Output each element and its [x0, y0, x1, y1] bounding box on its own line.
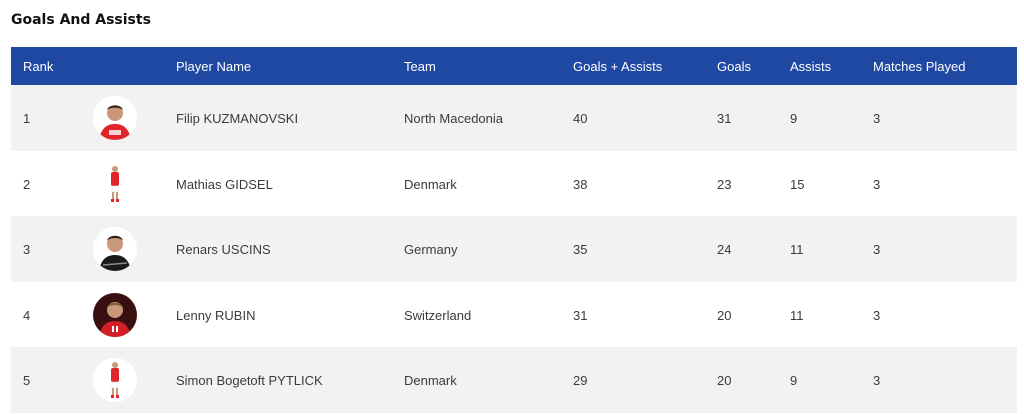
matches-played-cell: 3 [873, 111, 881, 126]
assists-cell: 11 [790, 307, 804, 323]
column-header-goals[interactable]: Goals [717, 59, 751, 74]
assists-cell: 11 [790, 242, 804, 258]
team-cell: Germany [404, 242, 458, 258]
rank-cell: 3 [23, 242, 31, 258]
goals-assists-cell: 31 [573, 307, 588, 323]
player-photo-icon[interactable] [93, 358, 137, 403]
column-header-player-name[interactable]: Player Name [176, 59, 252, 74]
assists-cell: 9 [790, 111, 798, 126]
column-header-assists[interactable]: Assists [790, 59, 832, 74]
column-header-goals-assists[interactable]: Goals + Assists [573, 59, 663, 74]
rank-cell: 4 [23, 307, 31, 323]
player-name-link[interactable]: Renars USCINS [176, 242, 271, 258]
table-row[interactable]: 4 Lenny RUBIN Switzerland 31 20 11 3 [11, 281, 1017, 348]
goals-cell: 24 [717, 242, 732, 258]
player-photo-icon[interactable] [93, 161, 137, 206]
rank-cell: 2 [23, 176, 31, 192]
table-header: Rank Player Name Team Goals + Assists Go… [11, 47, 1017, 85]
assists-cell: 9 [790, 373, 798, 389]
matches-played-cell: 3 [873, 307, 881, 323]
goals-cell: 20 [717, 373, 732, 389]
goals-cell: 23 [717, 176, 732, 192]
goals-cell: 31 [717, 111, 732, 126]
matches-played-cell: 3 [873, 176, 881, 192]
goals-assists-table: Rank Player Name Team Goals + Assists Go… [11, 47, 1017, 413]
player-photo-icon[interactable] [93, 292, 137, 337]
matches-played-cell: 3 [873, 373, 881, 389]
goals-assists-cell: 35 [573, 242, 588, 258]
team-cell: North Macedonia [404, 111, 503, 126]
player-name-link[interactable]: Lenny RUBIN [176, 307, 256, 323]
rank-cell: 1 [23, 111, 31, 126]
matches-played-cell: 3 [873, 242, 881, 258]
goals-assists-cell: 38 [573, 176, 588, 192]
page-title: Goals And Assists [11, 12, 151, 28]
goals-cell: 20 [717, 307, 732, 323]
column-header-rank[interactable]: Rank [23, 59, 54, 74]
team-cell: Switzerland [404, 307, 472, 323]
table-row[interactable]: 5 Simon Bogetoft PYTLICK Denmark 29 20 9… [11, 347, 1017, 413]
goals-assists-cell: 29 [573, 373, 588, 389]
assists-cell: 15 [790, 176, 805, 192]
goals-assists-cell: 40 [573, 111, 588, 126]
player-name-link[interactable]: Mathias GIDSEL [176, 176, 273, 192]
column-header-team[interactable]: Team [404, 59, 436, 74]
table-row[interactable]: 1 Filip KUZMANOVSKI North Macedonia 40 3… [11, 85, 1017, 151]
column-header-matches-played[interactable]: Matches Played [873, 59, 966, 74]
table-row[interactable]: 3 Renars USCINS Germany 35 24 11 3 [11, 216, 1017, 282]
player-photo-icon[interactable] [93, 96, 137, 140]
player-photo-icon[interactable] [93, 227, 137, 272]
player-name-link[interactable]: Simon Bogetoft PYTLICK [176, 373, 323, 389]
team-cell: Denmark [404, 176, 457, 192]
table-row[interactable]: 2 Mathias GIDSEL Denmark 38 23 15 3 [11, 150, 1017, 217]
team-cell: Denmark [404, 373, 457, 389]
rank-cell: 5 [23, 373, 31, 389]
player-name-link[interactable]: Filip KUZMANOVSKI [176, 111, 299, 126]
